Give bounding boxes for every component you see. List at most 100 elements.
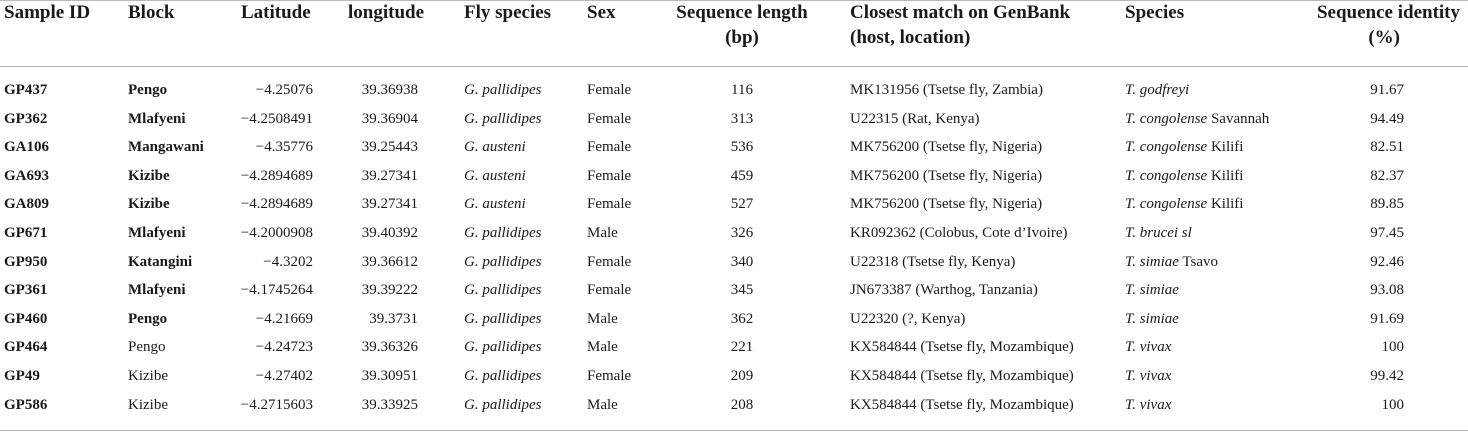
table-row: GP362 Mlafyeni −4.2508491 39.36904 G. pallid…: [0, 105, 1468, 133]
table-row: GA106 Mangawani −4.35776 39.25443 G. austeni…: [0, 133, 1468, 161]
species-name-suffix: Kilifi: [1207, 139, 1244, 156]
cell-fly-species: G. austeni: [464, 196, 526, 213]
cell-sample-id: GP49: [4, 368, 40, 384]
cell-fly-species: G. austeni: [464, 139, 526, 156]
header-block-text: Block: [128, 2, 175, 23]
header-species-text: Species: [1125, 2, 1185, 23]
cell-closest-match: MK756200 (Tsetse fly, Nigeria): [850, 139, 1043, 156]
cell-longitude: 39.39222: [361, 282, 418, 299]
header-closest-match-line1: Closest match on GenBank: [850, 2, 1071, 23]
species-name-italic: T. congolense: [1125, 196, 1208, 213]
cell-species: T. congolense Savannah: [1125, 105, 1295, 133]
species-name-suffix: Savannah: [1207, 110, 1270, 127]
cell-block: Pengo: [128, 339, 166, 356]
cell-sex: Male: [587, 339, 618, 356]
cell-latitude: −4.25076: [255, 82, 313, 98]
cell-species: T. vivax: [1125, 333, 1295, 361]
cell-sex: Female: [587, 196, 632, 213]
cell-sex: Female: [587, 253, 632, 270]
cell-sequence-identity: 91.67: [1370, 82, 1404, 98]
header-species: Species: [1125, 0, 1245, 66]
cell-longitude: 39.36938: [361, 82, 418, 98]
table-row: GP437 Pengo −4.25076 39.36938 G. pallidipes F…: [0, 76, 1468, 104]
species-name-italic: T. vivax: [1125, 396, 1172, 413]
cell-sequence-length: 209: [730, 368, 754, 384]
cell-sex: Female: [587, 139, 632, 156]
cell-closest-match: U22318 (Tsetse fly, Kenya): [850, 253, 1016, 270]
cell-sequence-identity: 91.69: [1370, 310, 1404, 327]
header-sex: Sex: [587, 0, 647, 66]
cell-sex: Female: [587, 82, 632, 98]
species-name-suffix: Kilifi: [1207, 196, 1244, 213]
cell-species: T. congolense Kilifi: [1125, 190, 1295, 218]
cell-longitude: 39.30951: [361, 368, 418, 384]
header-latitude: Latitude: [241, 0, 341, 66]
cell-latitude: −4.35776: [255, 139, 313, 156]
cell-sex: Female: [587, 368, 632, 384]
cell-sample-id: GP437: [4, 82, 48, 98]
cell-sample-id: GA809: [4, 196, 49, 213]
cell-latitude: −4.21669: [255, 310, 313, 327]
cell-sequence-identity: 89.85: [1370, 196, 1404, 213]
species-name-italic: T. congolense: [1125, 167, 1208, 184]
species-name-italic: T. brucei sl: [1125, 225, 1192, 241]
header-longitude: longitude: [348, 0, 448, 66]
cell-sex: Female: [587, 110, 632, 127]
cell-fly-species: G. pallidipes: [464, 396, 542, 413]
table-row: GP671 Mlafyeni −4.2000908 39.40392 G. pallid…: [0, 219, 1468, 247]
cell-latitude: −4.2894689: [240, 167, 313, 184]
species-name-italic: T. congolense: [1125, 139, 1208, 156]
cell-block: Mangawani: [128, 139, 204, 156]
cell-fly-species: G. pallidipes: [464, 339, 542, 356]
cell-fly-species: G. pallidipes: [464, 282, 542, 299]
cell-fly-species: G. austeni: [464, 167, 526, 184]
cell-longitude: 39.36904: [361, 110, 418, 127]
cell-longitude: 39.27341: [361, 167, 418, 184]
table-row: GP49 Kizibe −4.27402 39.30951 G. pallidipes F…: [0, 362, 1468, 390]
header-fly-species: Fly species: [464, 0, 584, 66]
header-bottom-rule: [0, 66, 1468, 67]
cell-species: T. congolense Kilifi: [1125, 162, 1295, 190]
species-name-suffix: Tsavo: [1178, 253, 1218, 270]
cell-sequence-identity: 100: [1381, 339, 1405, 356]
header-sequence-identity-line1: Sequence identity: [1316, 2, 1460, 23]
header-sequence-length-line2: (bp): [725, 27, 759, 48]
cell-block: Mlafyeni: [128, 225, 186, 241]
cell-sequence-identity: 100: [1381, 396, 1405, 413]
cell-sample-id: GA693: [4, 167, 49, 184]
cell-sample-id: GA106: [4, 139, 49, 156]
cell-latitude: −4.1745264: [240, 282, 313, 299]
cell-sequence-length: 208: [730, 396, 754, 413]
cell-sequence-length: 459: [730, 167, 754, 184]
cell-fly-species: G. pallidipes: [464, 82, 542, 98]
cell-closest-match: MK756200 (Tsetse fly, Nigeria): [850, 196, 1043, 213]
cell-species: T. brucei sl: [1125, 219, 1295, 247]
table-row: GP464 Pengo −4.24723 39.36326 G. pallidipes M…: [0, 333, 1468, 361]
cell-fly-species: G. pallidipes: [464, 368, 542, 384]
table-top-rule: [0, 0, 1468, 1]
species-name-italic: T. simiae: [1125, 282, 1179, 299]
species-name-italic: T. congolense: [1125, 110, 1208, 127]
cell-closest-match: MK131956 (Tsetse fly, Zambia): [850, 82, 1043, 98]
cell-latitude: −4.2000908: [240, 225, 313, 241]
cell-block: Pengo: [128, 82, 168, 98]
cell-longitude: 39.25443: [361, 139, 418, 156]
table-row: GP950 Katangini −4.3202 39.36612 G. pallidip…: [0, 248, 1468, 276]
cell-closest-match: JN673387 (Warthog, Tanzania): [850, 282, 1038, 299]
cell-latitude: −4.2715603: [240, 396, 313, 413]
cell-sample-id: GP586: [4, 396, 48, 413]
cell-closest-match: KX584844 (Tsetse fly, Mozambique): [850, 339, 1074, 356]
cell-sequence-length: 116: [731, 82, 753, 98]
cell-block: Kizibe: [128, 368, 168, 384]
cell-sequence-length: 536: [730, 139, 754, 156]
cell-sequence-length: 340: [730, 253, 754, 270]
cell-sequence-length: 221: [730, 339, 754, 356]
cell-sequence-length: 345: [730, 282, 754, 299]
cell-fly-species: G. pallidipes: [464, 225, 542, 241]
cell-closest-match: KX584844 (Tsetse fly, Mozambique): [850, 396, 1074, 413]
cell-longitude: 39.33925: [361, 396, 418, 413]
cell-block: Pengo: [128, 310, 168, 327]
header-sequence-identity-line2: (%): [1368, 27, 1400, 48]
cell-sequence-length: 527: [730, 196, 754, 213]
cell-fly-species: G. pallidipes: [464, 310, 542, 327]
